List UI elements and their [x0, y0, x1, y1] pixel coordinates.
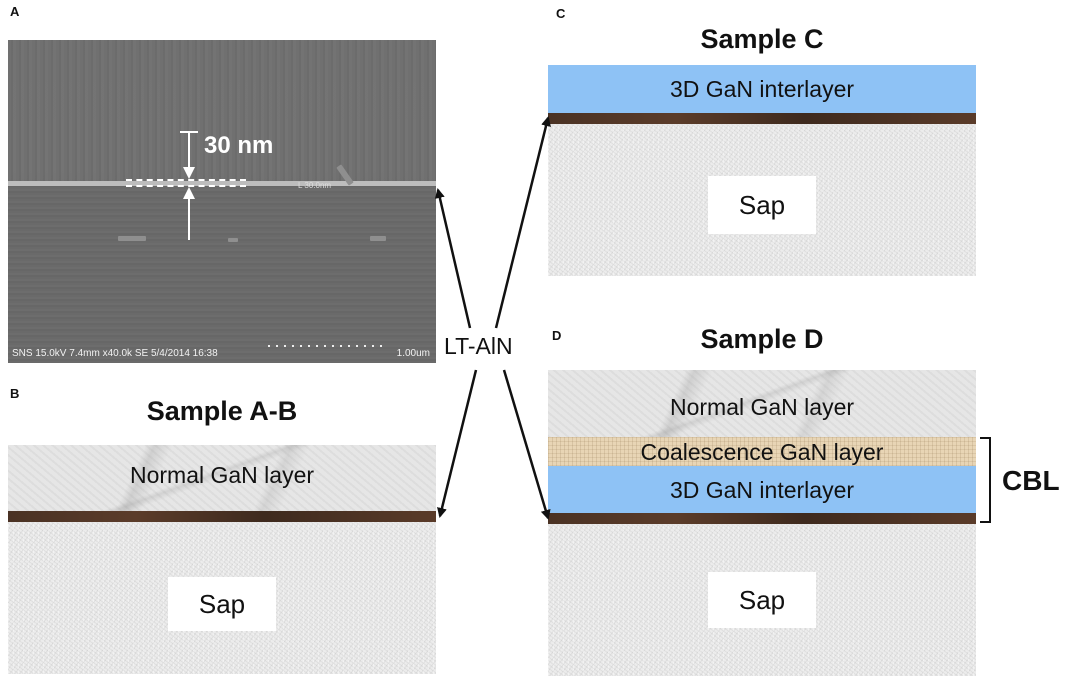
arrow-to-sample-ab: [437, 369, 478, 518]
panel-letter-a: A: [10, 4, 20, 19]
panel-letter-d: D: [552, 328, 562, 343]
gan-3d-label: 3D GaN interlayer: [669, 76, 855, 102]
sem-scale-bar: [268, 345, 388, 347]
sem-thickness-label: 30 nm: [204, 132, 274, 159]
sample-d-title: Sample D: [700, 324, 824, 354]
panel-letter-c: C: [556, 6, 566, 21]
sample-ab-normal-gan-layer: Normal GaN layer: [8, 445, 436, 511]
sem-image: L 30.0nm 30 nm SNS 15.0kV 7.4mm x40.0k S…: [8, 40, 436, 363]
sample-ab-title: Sample A-B: [146, 396, 298, 426]
arrow-to-sem-film: [434, 188, 472, 329]
normal-gan-label: Normal GaN layer: [129, 462, 315, 488]
sample-d-aln-layer: [548, 513, 976, 524]
arrow-to-sample-c: [494, 116, 551, 329]
sapphire-label: Sap: [168, 577, 276, 631]
sem-particle: [228, 238, 238, 242]
sem-background: [8, 40, 436, 183]
cbl-label: CBL: [1002, 465, 1060, 496]
sample-d-normal-gan-layer: Normal GaN layer: [548, 370, 976, 437]
normal-gan-label: Normal GaN layer: [669, 394, 855, 420]
cbl-bracket: [980, 437, 991, 523]
sem-info-bar: SNS 15.0kV 7.4mm x40.0k SE 5/4/2014 16:3…: [12, 348, 218, 359]
sem-film-line: [8, 181, 436, 186]
sem-scale-label: 1.00um: [396, 348, 430, 359]
sem-particle: [118, 236, 146, 241]
gan-3d-label: 3D GaN interlayer: [669, 477, 855, 503]
sample-d-coalescence-layer: Coalescence GaN layer: [548, 437, 976, 466]
coalescence-gan-label: Coalescence GaN layer: [640, 439, 884, 465]
sample-d-sapphire: Sap: [548, 524, 976, 676]
sample-ab-sapphire: Sap: [8, 522, 436, 674]
sample-ab-aln-layer: [8, 511, 436, 522]
arrow-to-sample-d: [502, 369, 551, 520]
lt-aln-label: LT-AlN: [442, 333, 515, 360]
sample-c-aln-layer: [548, 113, 976, 124]
sem-dashed-marker: [126, 179, 246, 187]
sapphire-label: Sap: [708, 572, 816, 628]
sample-c-title: Sample C: [700, 24, 824, 54]
sample-d-3d-gan-layer: 3D GaN interlayer: [548, 466, 976, 513]
sem-measure-tag: L 30.0nm: [298, 181, 332, 190]
sem-substrate: [8, 185, 436, 363]
panel-letter-b: B: [10, 386, 20, 401]
sample-c-3d-gan-layer: 3D GaN interlayer: [548, 65, 976, 113]
sem-thickness-arrows: [180, 131, 198, 240]
sem-particle: [370, 236, 386, 241]
sample-c-sapphire: Sap: [548, 124, 976, 276]
sapphire-label: Sap: [708, 176, 816, 234]
